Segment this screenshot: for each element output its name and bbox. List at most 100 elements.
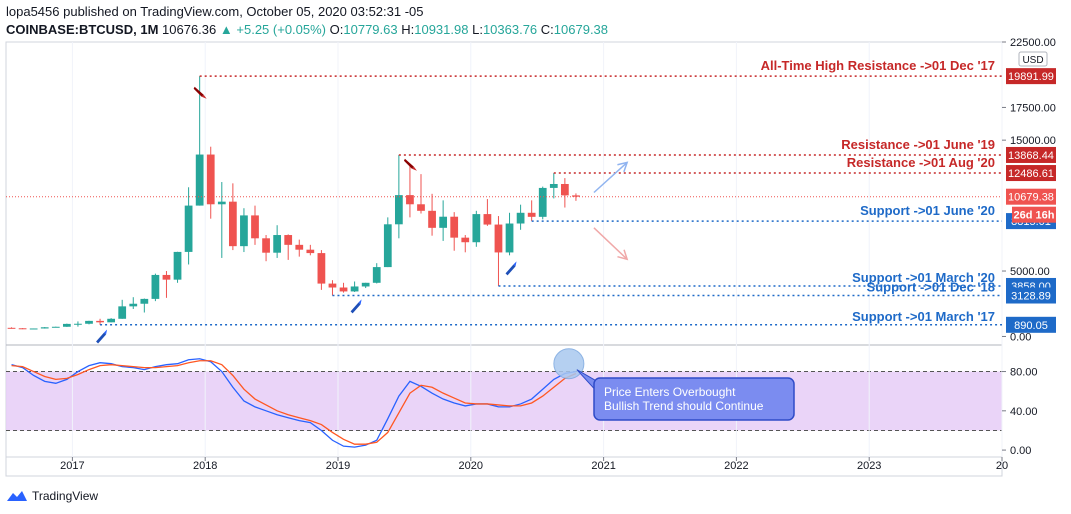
candle-2020-10[interactable] (572, 193, 580, 201)
rocket-down-icon-1 (403, 158, 417, 171)
price-axis[interactable]: 0.00 5000.00 15000.00 17500.00 22500.00 USD 0.… (1002, 37, 1056, 457)
candle-body-2018-08 (284, 235, 293, 245)
candle-2016-09[interactable] (29, 328, 38, 330)
candle-2018-12[interactable] (328, 280, 337, 296)
rocket-nose (104, 329, 108, 335)
candle-2017-01[interactable] (74, 321, 82, 327)
candle-2020-01[interactable] (472, 210, 481, 247)
change-value: +5.25 (+0.05%) (236, 22, 327, 37)
candle-2017-08[interactable] (151, 273, 160, 302)
candle-2018-02[interactable] (217, 182, 226, 258)
candle-body-2018-01 (206, 154, 215, 205)
candle-2020-03[interactable] (494, 216, 503, 286)
low-label: L: (472, 22, 483, 37)
candle-2018-08[interactable] (284, 234, 293, 260)
projection-arrow-down[interactable] (593, 227, 629, 261)
level-label-0[interactable]: All-Time High Resistance ->01 Dec '17 (761, 58, 995, 73)
candle-2020-07[interactable] (538, 186, 547, 220)
stochastic-line-1 (11, 360, 577, 445)
candle-2017-02[interactable] (85, 320, 93, 325)
candle-2019-01[interactable] (339, 282, 348, 293)
candle-2019-12[interactable] (461, 235, 470, 253)
candle-2019-04[interactable] (372, 263, 381, 284)
candle-2017-07[interactable] (140, 298, 149, 313)
candle-2016-10[interactable] (40, 327, 49, 329)
price-tag-6: 890.05 (1006, 316, 1056, 333)
candles-layer[interactable] (7, 76, 580, 330)
last-price-tag-text: 10679.38 (1008, 192, 1054, 204)
candle-body-2019-03 (361, 282, 370, 287)
candle-2016-11[interactable] (51, 326, 60, 328)
time-axis[interactable]: 2017 2018 2019 2020 2021 2022 2023 20 (60, 457, 1008, 472)
candle-2019-03[interactable] (361, 282, 370, 289)
candle-body-2019-12 (461, 237, 470, 243)
price-tag-text-2: 12486.61 (1008, 168, 1054, 180)
candle-body-2017-03 (96, 320, 104, 323)
candle-2017-12[interactable] (195, 76, 204, 206)
candle-2017-09[interactable] (162, 271, 171, 298)
candle-2019-07[interactable] (406, 163, 414, 218)
candle-2020-06[interactable] (527, 200, 536, 222)
candle-2019-11[interactable] (450, 212, 459, 251)
candle-body-2016-08 (18, 328, 27, 330)
levels-layer[interactable]: All-Time High Resistance ->01 Dec '17 Res… (6, 58, 1002, 326)
candle-2019-09[interactable] (428, 193, 436, 236)
footer-brand[interactable]: TradingView (32, 489, 99, 503)
candle-2020-05[interactable] (516, 204, 525, 230)
candle-2016-12[interactable] (62, 323, 71, 327)
level-label-5[interactable]: Support ->01 Dec '18 (867, 280, 995, 295)
candle-2016-07[interactable] (7, 327, 16, 329)
candle-2018-05[interactable] (251, 205, 259, 245)
candle-2017-04[interactable] (107, 318, 116, 323)
level-label-1[interactable]: Resistance ->01 June '19 (841, 137, 995, 152)
currency-badge-bg (1018, 51, 1048, 67)
symbol-name[interactable]: COINBASE:BTCUSD, 1M (6, 22, 159, 37)
level-label-4[interactable]: Support ->01 March '20 (852, 270, 995, 285)
projection-arrows-layer[interactable] (593, 161, 629, 261)
candle-2017-05[interactable] (118, 299, 127, 319)
candle-2018-04[interactable] (240, 208, 248, 253)
candle-2020-02[interactable] (483, 199, 492, 226)
candle-2017-06[interactable] (129, 297, 138, 309)
candle-2020-08[interactable] (549, 173, 558, 199)
candle-2018-10[interactable] (306, 244, 315, 256)
price-tag-2: 12486.61 (1006, 165, 1056, 182)
candle-body-2020-06 (527, 212, 536, 217)
candle-2017-10[interactable] (173, 251, 182, 283)
price-tag-1: 13868.44 (1006, 146, 1056, 163)
level-label-6[interactable]: Support ->01 March '17 (852, 309, 995, 324)
candle-2020-09[interactable] (560, 178, 569, 208)
projection-arrow-shaft-0 (593, 161, 628, 194)
candle-body-2018-04 (240, 215, 248, 247)
candle-2017-03[interactable] (96, 318, 104, 325)
candle-2019-08[interactable] (417, 174, 425, 214)
candle-2016-08[interactable] (18, 328, 27, 330)
candle-2018-01[interactable] (206, 146, 215, 219)
level-label-2[interactable]: Resistance ->01 Aug '20 (847, 155, 995, 170)
candle-2018-06[interactable] (262, 235, 270, 262)
candle-body-2016-12 (62, 323, 71, 327)
candle-2018-11[interactable] (317, 250, 326, 290)
candle-2019-02[interactable] (350, 281, 359, 292)
level-label-3[interactable]: Support ->01 June '20 (860, 203, 995, 218)
footer: TradingView (6, 486, 98, 506)
projection-arrow-up[interactable] (593, 161, 629, 194)
price-tag-text-5: 3128.89 (1011, 291, 1051, 303)
candle-2017-11[interactable] (184, 187, 193, 265)
price-tag-bg-5 (1006, 287, 1056, 304)
candle-2020-04[interactable] (505, 212, 514, 256)
candle-2019-10[interactable] (439, 200, 448, 241)
candle-body-2016-09 (29, 328, 38, 330)
candle-body-2020-09 (560, 183, 569, 196)
candle-2018-09[interactable] (295, 239, 304, 257)
candle-2019-05[interactable] (383, 217, 392, 268)
candle-2018-03[interactable] (228, 183, 237, 251)
close-value: 10679.38 (553, 22, 609, 37)
candle-2019-06[interactable] (394, 154, 403, 239)
currency-badge-text: USD (1022, 55, 1043, 66)
candle-2018-07[interactable] (273, 225, 282, 258)
candle-body-2017-11 (184, 205, 193, 252)
candle-body-2018-05 (251, 215, 259, 239)
